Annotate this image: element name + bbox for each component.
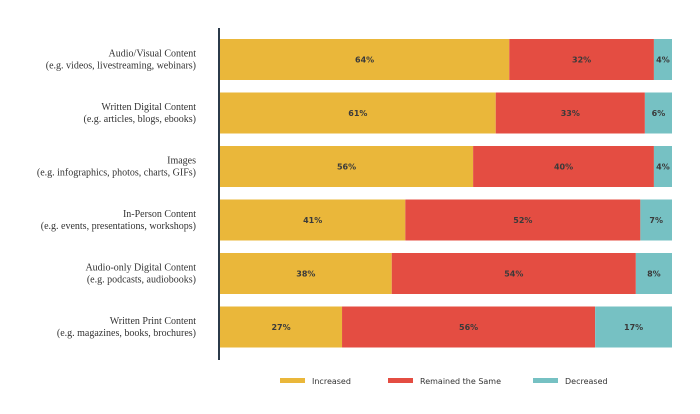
- bar-increased: [220, 306, 343, 348]
- bar-value-label: 32%: [572, 56, 591, 65]
- category-sublabel: (e.g. articles, blogs, ebooks): [84, 114, 196, 125]
- bar-increased: [220, 92, 496, 134]
- bar-decreased: [653, 146, 672, 187]
- bar-value-label: 8%: [647, 270, 661, 279]
- bar-value-label: 40%: [554, 163, 573, 172]
- category-sublabel: (e.g. videos, livestreaming, webinars): [46, 61, 196, 72]
- bar-decreased: [595, 306, 672, 348]
- category-label: Audio/Visual Content: [109, 49, 197, 60]
- bar-value-label: 52%: [513, 216, 532, 225]
- bar-decreased: [640, 199, 672, 241]
- bar-decreased: [653, 39, 672, 80]
- category-label: Images: [167, 156, 196, 167]
- bar-value-label: 4%: [656, 163, 670, 172]
- bar-value-label: 17%: [624, 323, 643, 332]
- category-label: In-Person Content: [123, 209, 196, 220]
- category-label: Written Digital Content: [101, 102, 196, 113]
- bar-remained-the-same: [495, 92, 645, 134]
- bar-value-label: 4%: [656, 56, 670, 65]
- bar-value-label: 27%: [271, 323, 290, 332]
- bar-value-label: 56%: [337, 163, 356, 172]
- bar-value-label: 7%: [649, 216, 663, 225]
- category-label: Written Print Content: [110, 316, 196, 327]
- bar-decreased: [644, 92, 672, 134]
- bar-increased: [220, 199, 406, 241]
- legend-label-remained-the-same: Remained the Same: [420, 377, 501, 386]
- bar-value-label: 38%: [296, 270, 315, 279]
- bar-increased: [220, 146, 474, 187]
- category-label: Audio-only Digital Content: [85, 263, 196, 274]
- category-sublabel: (e.g. infographics, photos, charts, GIFs…: [37, 168, 196, 179]
- bar-value-label: 41%: [303, 216, 322, 225]
- bar-remained-the-same: [509, 39, 654, 80]
- bar-value-label: 54%: [504, 270, 523, 279]
- category-sublabel: (e.g. podcasts, audiobooks): [87, 275, 196, 286]
- bar-value-label: 61%: [348, 109, 367, 118]
- legend-label-increased: Increased: [312, 377, 351, 386]
- legend-swatch-remained-the-same: [388, 378, 413, 383]
- bar-value-label: 6%: [652, 109, 666, 118]
- category-sublabel: (e.g. magazines, books, brochures): [57, 328, 196, 339]
- legend: Increased Remained the Same Decreased: [280, 377, 608, 386]
- category-sublabel: (e.g. events, presentations, workshops): [41, 221, 196, 232]
- legend-swatch-decreased: [533, 378, 558, 383]
- bar-value-label: 56%: [459, 323, 478, 332]
- bar-remained-the-same: [342, 306, 596, 348]
- bar-increased: [220, 253, 392, 294]
- legend-label-decreased: Decreased: [565, 377, 608, 386]
- bar-increased: [220, 39, 510, 80]
- legend-swatch-increased: [280, 378, 305, 383]
- bar-decreased: [635, 253, 672, 294]
- bar-remained-the-same: [391, 253, 636, 294]
- bars-layer: 64% 32% 4% 61% 33% 6% 56% 40% 4% 41% 52% 7% 38% 54% 8%…: [220, 39, 672, 348]
- bar-value-label: 64%: [355, 56, 374, 65]
- category-labels: Audio/Visual Content(e.g. videos, livest…: [37, 49, 196, 340]
- bar-remained-the-same: [473, 146, 654, 187]
- bar-value-label: 33%: [561, 109, 580, 118]
- bar-remained-the-same: [405, 199, 641, 241]
